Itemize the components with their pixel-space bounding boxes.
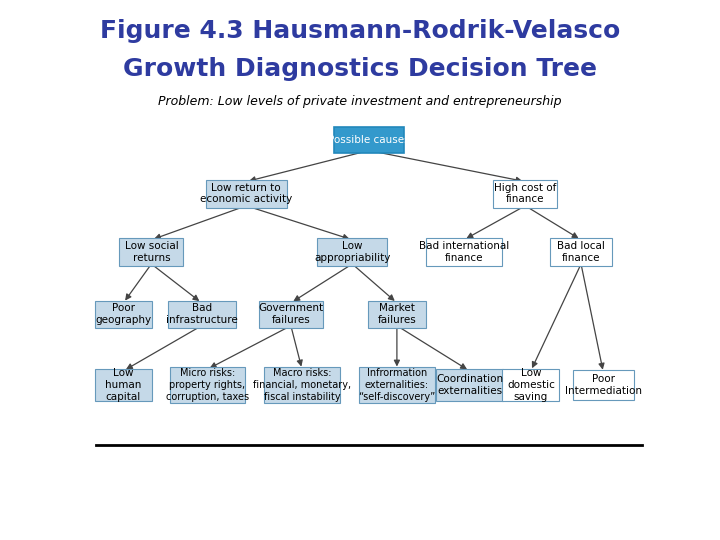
FancyBboxPatch shape — [503, 369, 559, 401]
FancyBboxPatch shape — [318, 238, 387, 266]
Text: Bad international
finance: Bad international finance — [419, 241, 509, 262]
FancyBboxPatch shape — [95, 369, 152, 401]
Text: Coordination
externalities: Coordination externalities — [436, 374, 503, 396]
Text: Possible causes: Possible causes — [328, 134, 410, 145]
FancyBboxPatch shape — [334, 127, 404, 152]
FancyBboxPatch shape — [550, 238, 612, 266]
FancyBboxPatch shape — [572, 370, 634, 400]
Text: Bad
infrastructure: Bad infrastructure — [166, 303, 238, 325]
Text: Low
domestic
saving: Low domestic saving — [507, 368, 554, 402]
FancyBboxPatch shape — [206, 180, 287, 208]
FancyBboxPatch shape — [426, 238, 502, 266]
Text: Poor
Intermediation: Poor Intermediation — [565, 374, 642, 396]
Text: Micro risks:
property rights,
corruption, taxes: Micro risks: property rights, corruption… — [166, 368, 248, 402]
FancyBboxPatch shape — [120, 238, 184, 266]
Text: High cost of
finance: High cost of finance — [494, 183, 557, 205]
Text: Problem: Low levels of private investment and entrepreneurship: Problem: Low levels of private investmen… — [158, 94, 562, 107]
Text: Macro risks:
financial, monetary,
fiscal instability: Macro risks: financial, monetary, fiscal… — [253, 368, 351, 402]
Text: Figure 4.3 Hausmann-Rodrik-Velasco: Figure 4.3 Hausmann-Rodrik-Velasco — [100, 19, 620, 43]
FancyBboxPatch shape — [169, 367, 245, 403]
FancyBboxPatch shape — [168, 301, 235, 328]
Text: Government
failures: Government failures — [258, 303, 323, 325]
FancyBboxPatch shape — [359, 367, 435, 403]
FancyBboxPatch shape — [264, 367, 340, 403]
Text: Low return to
economic activity: Low return to economic activity — [200, 183, 292, 205]
Text: Poor
geography: Poor geography — [96, 303, 151, 325]
Text: Growth Diagnostics Decision Tree: Growth Diagnostics Decision Tree — [123, 57, 597, 80]
Text: Infrormation
externalities:
“self-discovery”: Infrormation externalities: “self-discov… — [359, 368, 436, 402]
Text: Low
human
capital: Low human capital — [105, 368, 142, 402]
FancyBboxPatch shape — [493, 180, 557, 208]
Text: Low
appropriability: Low appropriability — [314, 241, 390, 262]
Text: Bad local
finance: Bad local finance — [557, 241, 605, 262]
FancyBboxPatch shape — [436, 369, 503, 401]
Text: Market
failures: Market failures — [377, 303, 416, 325]
Text: Low social
returns: Low social returns — [125, 241, 179, 262]
FancyBboxPatch shape — [258, 301, 323, 328]
FancyBboxPatch shape — [368, 301, 426, 328]
FancyBboxPatch shape — [95, 301, 152, 328]
